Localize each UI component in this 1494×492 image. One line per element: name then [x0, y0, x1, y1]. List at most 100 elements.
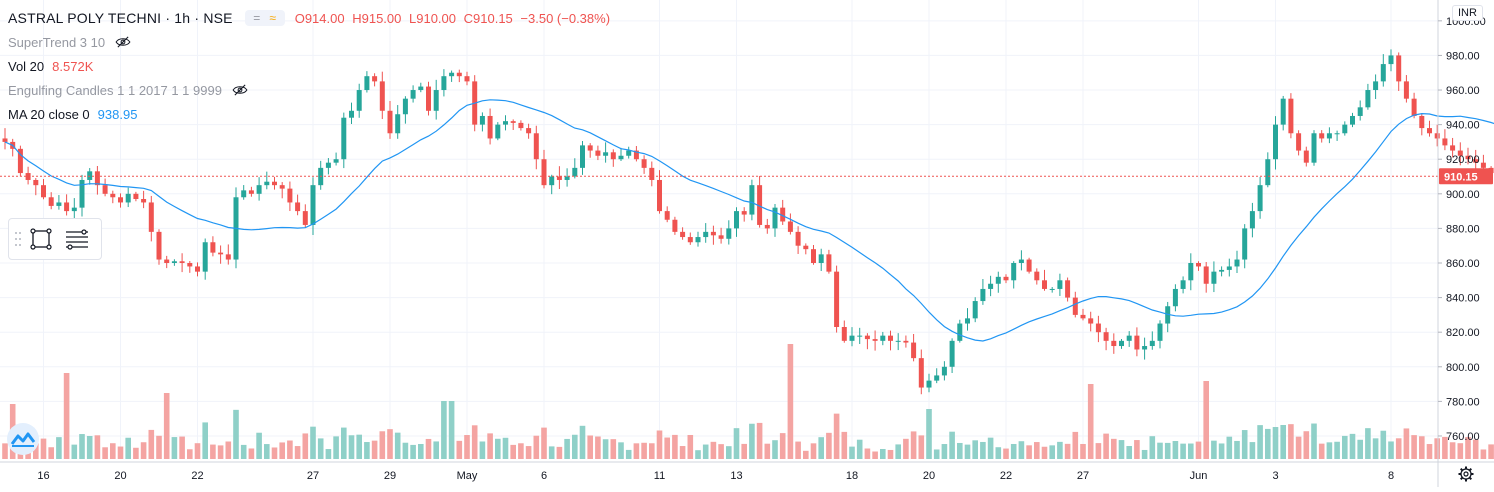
y-tick-label: 880.00 — [1446, 223, 1480, 235]
rectangle-tool-button[interactable] — [23, 221, 59, 257]
volume-bar — [980, 442, 986, 459]
volume-bar — [1203, 381, 1209, 459]
volume-bar — [934, 449, 940, 459]
volume-bar — [803, 451, 809, 459]
currency-label[interactable]: INR — [1452, 5, 1483, 21]
rectangle-tool-icon — [29, 227, 53, 251]
candle-body — [87, 171, 92, 180]
candle-body — [703, 232, 708, 237]
volume-bar — [1342, 436, 1348, 459]
indicator-engulfing[interactable]: Engulfing Candles 1 1 2017 1 1 9999 — [8, 78, 614, 102]
volume-bar — [1319, 444, 1325, 459]
x-tick-label: 20 — [114, 470, 126, 482]
candle-body — [965, 318, 970, 323]
candle-body — [803, 246, 808, 249]
candle-body — [1273, 125, 1278, 160]
volume-bar — [603, 439, 609, 459]
volume-bar — [880, 449, 886, 459]
candle-body — [996, 277, 1001, 284]
volume-bar — [1049, 445, 1055, 459]
volume-bar — [341, 428, 347, 459]
volume-bar — [634, 443, 640, 459]
candle-body — [626, 151, 631, 156]
drag-handle-icon[interactable] — [13, 229, 23, 249]
indicator-name: SuperTrend 3 10 — [8, 35, 105, 50]
interval[interactable]: 1h — [174, 10, 190, 26]
volume-bar — [1280, 425, 1286, 459]
volume-bar — [1165, 443, 1171, 459]
volume-bar — [842, 432, 848, 459]
x-tick-label: 8 — [1388, 470, 1394, 482]
status-chip[interactable]: =≈ — [245, 10, 285, 26]
volume-bar — [680, 446, 686, 459]
x-tick-label: 27 — [1077, 470, 1089, 482]
indicator-ma[interactable]: MA 20 close 0 938.95 — [8, 102, 614, 126]
candle-body — [1181, 280, 1186, 289]
volume-bar — [741, 444, 747, 459]
candle-body — [580, 145, 585, 167]
candle-body — [957, 324, 962, 341]
volume-bar — [1481, 449, 1487, 459]
volume-bar — [957, 443, 963, 459]
volume-bar — [672, 435, 678, 459]
candle-body — [572, 168, 577, 177]
volume-bar — [1304, 431, 1310, 459]
candle-body — [588, 145, 593, 150]
candle-body — [988, 284, 993, 289]
volume-bar — [1327, 442, 1333, 459]
symbol-name[interactable]: ASTRAL POLY TECHNI — [8, 10, 161, 26]
volume-bar — [726, 446, 732, 459]
candle-body — [1027, 260, 1032, 272]
volume-bar — [1019, 441, 1025, 459]
volume-bar — [549, 446, 555, 459]
candle-body — [1304, 151, 1309, 163]
candle-body — [1065, 280, 1070, 297]
volume-bar — [734, 428, 740, 459]
volume-bar — [996, 447, 1002, 459]
candle-body — [1435, 133, 1440, 138]
volume-bar — [1419, 436, 1425, 459]
candle-body — [811, 249, 816, 263]
volume-bar — [1134, 440, 1140, 459]
low-value: L910.00 — [409, 11, 456, 26]
eye-crossed-icon[interactable] — [232, 84, 248, 96]
candle-body — [1158, 324, 1163, 341]
gear-icon[interactable] — [1459, 467, 1474, 482]
candle-body — [1296, 133, 1301, 150]
volume-bar — [1334, 442, 1340, 459]
candle-body — [942, 367, 947, 376]
candle-body — [1034, 272, 1039, 281]
volume-bar — [626, 450, 632, 459]
volume-bar — [780, 433, 786, 459]
volume-bar — [256, 433, 262, 459]
candle-body — [164, 260, 169, 263]
volume-bar — [1434, 438, 1440, 459]
candle-body — [1134, 336, 1139, 350]
volume-bar — [949, 432, 955, 459]
candle-body — [1081, 315, 1086, 318]
volume-bar — [1034, 442, 1040, 459]
indicator-volume[interactable]: Vol 20 8.572K — [8, 54, 614, 78]
volume-bar — [287, 441, 293, 459]
volume-bar — [1257, 425, 1263, 459]
volume-bar — [210, 445, 216, 459]
eye-crossed-icon[interactable] — [115, 36, 131, 48]
y-tick-label: 980.00 — [1446, 50, 1480, 62]
candle-body — [911, 343, 916, 359]
volume-bar — [380, 431, 386, 459]
volume-bar — [1111, 439, 1117, 459]
tradingview-logo-icon[interactable] — [6, 422, 40, 456]
volume-bar — [1096, 443, 1102, 459]
volume-bar — [226, 441, 232, 459]
volume-bar — [788, 344, 794, 459]
candle-body — [241, 190, 246, 197]
lines-tool-button[interactable] — [59, 221, 95, 257]
volume-bar — [1003, 449, 1009, 459]
candle-body — [1188, 263, 1193, 280]
candle-body — [526, 128, 531, 133]
candle-body — [1373, 81, 1378, 90]
volume-bar — [1173, 441, 1179, 459]
y-tick-label: 920.00 — [1446, 154, 1480, 166]
candle-body — [1250, 211, 1255, 228]
indicator-supertrend[interactable]: SuperTrend 3 10 — [8, 30, 614, 54]
